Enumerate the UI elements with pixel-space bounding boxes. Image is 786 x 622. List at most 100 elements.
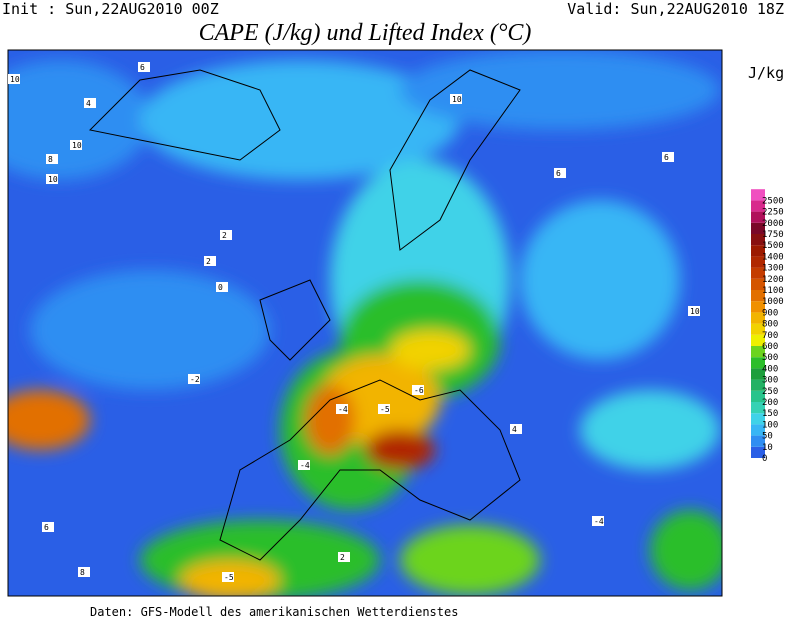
legend-unit: J/kg [748,64,784,82]
contour-label-box [46,154,58,164]
contour-label: 10 [452,95,462,104]
legend-swatch [751,256,765,268]
legend-swatch [751,211,765,223]
contour-label: -4 [300,461,310,470]
contour-label: 8 [48,155,53,164]
legend-label: 50 [762,432,773,442]
map-title: CAPE (J/kg) und Lifted Index (°C) [199,20,532,46]
contour-label-box [338,552,350,562]
contour-label-box [8,74,20,84]
contour-label: 6 [556,169,561,178]
contour-label-box [222,572,234,582]
legend-swatch [751,390,765,402]
contour-label-box [688,306,700,316]
contour-label-box [450,94,462,104]
map-field [7,49,723,597]
contour-label-box [298,460,310,470]
contour-label: 8 [80,568,85,577]
contour-label-box [378,404,390,414]
contour-label-box [510,424,522,434]
legend-swatch [751,323,765,335]
legend-swatch [751,312,765,324]
contour-label-box [70,140,82,150]
legend-label: 2500 [762,196,784,206]
contour-label: 6 [44,523,49,532]
contour-label: -6 [414,386,424,395]
legend-swatch [751,278,765,290]
contour-label: 6 [664,153,669,162]
contour-label: -5 [380,405,390,414]
contour-label-box [662,152,674,162]
contour-label-box [220,230,232,240]
legend-label: 10 [762,443,773,453]
contour-label: 10 [72,141,82,150]
legend-swatch [751,222,765,234]
legend-swatch [751,245,765,257]
contour-label: -4 [594,517,604,526]
legend-swatch [751,424,765,436]
legend-label: 1200 [762,275,784,285]
contour-label: -4 [338,405,348,414]
legend-swatch [751,200,765,212]
contour-label: 10 [10,75,20,84]
contour-label-box [188,374,200,384]
legend-label: 1000 [762,297,784,307]
legend-swatch [751,234,765,246]
contour-label: 2 [206,257,211,266]
legend-label: 2250 [762,208,784,218]
legend-label: 0 [762,454,767,464]
contour-label-box [412,385,424,395]
legend-swatch [751,334,765,346]
legend-swatch [751,402,765,414]
contour-label: 10 [48,175,58,184]
contour-label: 6 [140,63,145,72]
contour-label: -5 [224,573,234,582]
legend-label: 100 [762,420,778,430]
legend-swatch [751,357,765,369]
contour-label-box [84,98,96,108]
contour-label-box [554,168,566,178]
legend-label: 1500 [762,241,784,251]
legend-label: 800 [762,320,778,330]
contour-label: 10 [690,307,700,316]
contour-label: 0 [218,283,223,292]
legend-label: 300 [762,376,778,386]
legend-label: 1300 [762,264,784,274]
contour-label: 2 [222,231,227,240]
contour-label-box [46,174,58,184]
init-time: Init : Sun,22AUG2010 00Z [2,0,219,18]
legend-swatch [751,368,765,380]
legend-label: 1750 [762,230,784,240]
legend-swatch [751,189,765,201]
legend-label: 1400 [762,252,784,262]
legend-label: 700 [762,331,778,341]
legend-swatch [751,413,765,425]
contour-label: 4 [512,425,517,434]
legend-swatch [751,301,765,313]
legend-label: 1100 [762,286,784,296]
contour-label-box [204,256,216,266]
valid-time: Valid: Sun,22AUG2010 18Z [567,0,784,18]
legend-swatch [751,435,765,447]
contour-label-box [336,404,348,414]
legend-label: 200 [762,398,778,408]
legend-label: 250 [762,387,778,397]
legend-swatch [751,290,765,302]
contour-label: -2 [190,375,200,384]
contour-label-box [216,282,228,292]
legend-label: 150 [762,409,778,419]
legend-swatch [751,346,765,358]
legend-swatch [751,446,765,458]
legend-label: 400 [762,364,778,374]
contour-label-box [138,62,150,72]
contour-label: 4 [86,99,91,108]
contour-label-box [592,516,604,526]
contour-label-box [42,522,54,532]
contour-label-box [78,567,90,577]
legend-label: 2000 [762,219,784,229]
footer: Daten: GFS-Modell des amerikanischen Wet… [90,605,458,619]
legend-swatch [751,379,765,391]
legend-swatch [751,267,765,279]
legend-label: 600 [762,342,778,352]
